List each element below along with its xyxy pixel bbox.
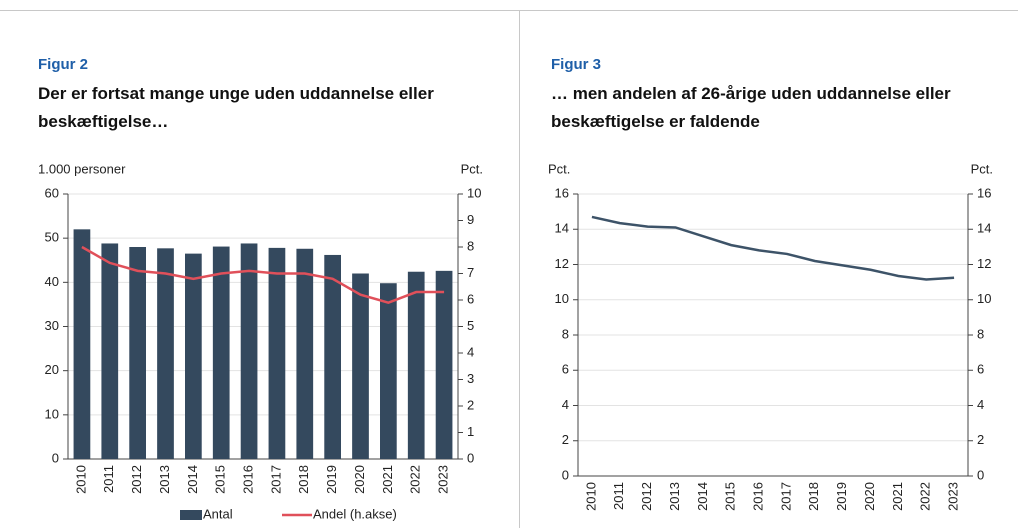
figure-label: Figur 2 bbox=[38, 56, 89, 73]
y2-tick-label: 7 bbox=[467, 265, 474, 280]
y2-tick-label: 1 bbox=[467, 424, 474, 439]
line bbox=[81, 245, 445, 304]
x-tick-label: 2010 bbox=[583, 482, 598, 511]
bar bbox=[129, 247, 146, 459]
x-tick-label: 2022 bbox=[918, 482, 933, 511]
bar bbox=[296, 248, 314, 459]
bar bbox=[324, 254, 341, 459]
y-tick-label: 50 bbox=[45, 230, 59, 245]
y2-tick-label: 0 bbox=[977, 467, 984, 482]
y-tick-label: 0 bbox=[562, 467, 569, 482]
y-axis-label: 1.000 personer bbox=[38, 161, 126, 176]
y2-tick-label: 6 bbox=[977, 362, 984, 377]
y-tick-label: 8 bbox=[562, 326, 569, 341]
figure-label: Figur 3 bbox=[551, 56, 602, 73]
chart-title: … men andelen af 26-årige uden uddannels… bbox=[551, 84, 951, 131]
x-tick-label: 2014 bbox=[185, 465, 200, 494]
x-tick-label: 2015 bbox=[213, 465, 228, 494]
x-tick-label: 2017 bbox=[268, 465, 283, 494]
y-tick-label: 12 bbox=[555, 256, 569, 271]
y2-tick-label: 3 bbox=[467, 371, 474, 386]
x-tick-label: 2020 bbox=[352, 465, 367, 494]
bar bbox=[407, 271, 425, 459]
bar bbox=[240, 243, 258, 459]
y2-tick-label: 6 bbox=[467, 291, 474, 306]
bar bbox=[268, 247, 286, 459]
bar bbox=[212, 246, 230, 459]
y-tick-label: 20 bbox=[45, 362, 59, 377]
x-tick-label: 2013 bbox=[667, 482, 682, 511]
legend-label: Antal bbox=[203, 506, 233, 521]
x-tick-label: 2023 bbox=[946, 482, 961, 511]
legend-label: Andel (h.akse) bbox=[313, 506, 397, 521]
x-tick-label: 2019 bbox=[834, 482, 849, 511]
y-tick-label: 14 bbox=[555, 221, 569, 236]
x-tick-label: 2011 bbox=[611, 482, 626, 510]
x-tick-label: 2022 bbox=[408, 465, 423, 494]
x-tick-label: 2019 bbox=[324, 465, 339, 494]
x-tick-label: 2023 bbox=[436, 465, 451, 494]
y2-tick-label: 12 bbox=[977, 256, 991, 271]
y-tick-label: 2 bbox=[562, 432, 569, 447]
y2-tick-label: 8 bbox=[977, 326, 984, 341]
x-tick-label: 2011 bbox=[101, 465, 116, 493]
bar bbox=[101, 243, 119, 459]
chart-title: Der er fortsat mange unge uden uddannels… bbox=[38, 84, 434, 131]
y2-axis-label: Pct. bbox=[971, 161, 993, 176]
y2-tick-label: 8 bbox=[467, 238, 474, 253]
y2-tick-label: 10 bbox=[467, 185, 481, 200]
bar bbox=[185, 253, 202, 459]
bar bbox=[157, 248, 174, 459]
x-tick-label: 2016 bbox=[751, 482, 766, 511]
x-tick-label: 2012 bbox=[129, 465, 144, 494]
bar bbox=[435, 270, 453, 459]
y-tick-label: 10 bbox=[45, 406, 59, 421]
y2-tick-label: 2 bbox=[467, 397, 474, 412]
y2-tick-label: 4 bbox=[467, 344, 474, 359]
y-tick-label: 4 bbox=[562, 397, 569, 412]
y2-tick-label: 4 bbox=[977, 397, 984, 412]
x-tick-label: 2017 bbox=[778, 482, 793, 511]
bar bbox=[380, 283, 397, 459]
line bbox=[591, 215, 955, 281]
y-tick-label: 30 bbox=[45, 318, 59, 333]
top-rule bbox=[0, 10, 1018, 11]
y2-tick-label: 10 bbox=[977, 291, 991, 306]
y-tick-label: 6 bbox=[562, 362, 569, 377]
bar bbox=[73, 229, 91, 459]
y2-tick-label: 9 bbox=[467, 212, 474, 227]
y-tick-label: 0 bbox=[52, 450, 59, 465]
x-tick-label: 2012 bbox=[639, 482, 654, 511]
y-tick-label: 16 bbox=[555, 185, 569, 200]
y-tick-label: 10 bbox=[555, 291, 569, 306]
x-tick-label: 2015 bbox=[723, 482, 738, 511]
y2-tick-label: 5 bbox=[467, 318, 474, 333]
x-tick-label: 2013 bbox=[157, 465, 172, 494]
y-axis-label: Pct. bbox=[548, 161, 570, 176]
divider bbox=[519, 10, 520, 528]
x-tick-label: 2014 bbox=[695, 482, 710, 511]
y2-tick-label: 0 bbox=[467, 450, 474, 465]
legend-swatch bbox=[180, 510, 202, 520]
bar bbox=[352, 273, 369, 459]
x-tick-label: 2021 bbox=[380, 465, 395, 494]
x-tick-label: 2018 bbox=[806, 482, 821, 511]
x-tick-label: 2016 bbox=[241, 465, 256, 494]
y-tick-label: 40 bbox=[45, 274, 59, 289]
y2-tick-label: 16 bbox=[977, 185, 991, 200]
x-tick-label: 2010 bbox=[73, 465, 88, 494]
x-tick-label: 2020 bbox=[862, 482, 877, 511]
y2-axis-label: Pct. bbox=[461, 161, 483, 176]
y2-tick-label: 14 bbox=[977, 221, 991, 236]
y-tick-label: 60 bbox=[45, 185, 59, 200]
x-tick-label: 2021 bbox=[890, 482, 905, 511]
y2-tick-label: 2 bbox=[977, 432, 984, 447]
x-tick-label: 2018 bbox=[296, 465, 311, 494]
